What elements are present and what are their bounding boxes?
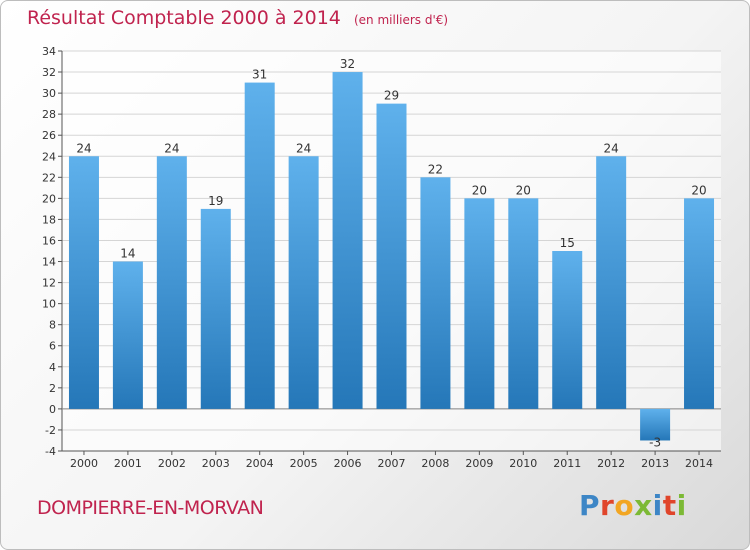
bar [288, 156, 319, 409]
x-tick-label: 2010 [509, 457, 537, 470]
commune-name: DOMPIERRE-EN-MORVAN [37, 497, 264, 519]
y-tick-label: 34 [42, 45, 56, 58]
data-label: 24 [76, 141, 91, 155]
y-tick-label: 0 [49, 403, 56, 416]
bar [464, 198, 495, 409]
y-tick-label: 18 [42, 213, 56, 226]
x-tick-label: 2001 [114, 457, 142, 470]
y-tick-label: 14 [42, 256, 56, 269]
bar [332, 72, 363, 409]
x-tick-label: 2007 [378, 457, 406, 470]
bar [552, 251, 583, 409]
data-label: 20 [472, 183, 487, 197]
x-tick-label: 2004 [246, 457, 274, 470]
data-label: -3 [649, 435, 661, 449]
bar-chart: -4-2024681012141618202224262830323424200… [42, 45, 721, 470]
x-tick-label: 2000 [70, 457, 98, 470]
bar [68, 156, 99, 409]
x-tick-label: 2013 [641, 457, 669, 470]
bar [244, 82, 275, 409]
y-tick-label: 28 [42, 108, 56, 121]
bar [596, 156, 627, 409]
y-tick-label: 26 [42, 129, 56, 142]
y-tick-label: -2 [45, 424, 56, 437]
data-label: 29 [384, 89, 399, 103]
x-tick-label: 2003 [202, 457, 230, 470]
y-tick-label: 30 [42, 87, 56, 100]
bar [640, 408, 671, 441]
y-tick-label: 32 [42, 66, 56, 79]
chart-title-block: Résultat Comptable 2000 à 2014 (en milli… [27, 7, 448, 29]
logo-letter: r [600, 489, 615, 522]
y-tick-label: 8 [49, 319, 56, 332]
x-tick-label: 2008 [421, 457, 449, 470]
data-label: 14 [120, 247, 135, 261]
data-label: 32 [340, 57, 355, 71]
y-tick-label: 16 [42, 234, 56, 247]
chart-title: Résultat Comptable 2000 à 2014 [27, 7, 341, 29]
x-tick-label: 2005 [290, 457, 318, 470]
data-label: 22 [428, 162, 443, 176]
y-tick-label: 10 [42, 298, 56, 311]
logo-letter: t [662, 489, 677, 522]
data-label: 24 [164, 141, 179, 155]
y-tick-label: 24 [42, 150, 56, 163]
x-tick-label: 2006 [334, 457, 362, 470]
bar [508, 198, 539, 409]
bar [376, 103, 407, 409]
data-label: 15 [560, 236, 575, 250]
bar [112, 261, 143, 409]
x-tick-label: 2009 [465, 457, 493, 470]
y-tick-label: 20 [42, 192, 56, 205]
logo-letter: i [652, 489, 663, 522]
chart-subtitle: (en milliers d'€) [353, 13, 449, 27]
x-tick-label: 2011 [553, 457, 581, 470]
logo-letter: i [676, 489, 687, 522]
y-tick-label: 22 [42, 171, 56, 184]
data-label: 24 [296, 141, 311, 155]
y-tick-label: 4 [49, 361, 56, 374]
bar [684, 198, 715, 409]
bar [200, 208, 231, 409]
logo-letter: o [614, 489, 635, 522]
x-tick-label: 2012 [597, 457, 625, 470]
data-label: 20 [691, 183, 706, 197]
data-label: 24 [604, 141, 619, 155]
data-label: 19 [208, 194, 223, 208]
proxiti-logo: Proxiti [579, 489, 687, 522]
x-tick-label: 2014 [685, 457, 713, 470]
y-tick-label: -4 [45, 445, 56, 458]
bar [156, 156, 187, 409]
y-tick-label: 2 [49, 382, 56, 395]
y-tick-label: 12 [42, 277, 56, 290]
x-tick-label: 2002 [158, 457, 186, 470]
y-tick-label: 6 [49, 340, 56, 353]
data-label: 31 [252, 68, 267, 82]
logo-letter: x [634, 489, 653, 522]
data-label: 20 [516, 183, 531, 197]
bar [420, 177, 451, 409]
logo-letter: P [579, 489, 601, 522]
